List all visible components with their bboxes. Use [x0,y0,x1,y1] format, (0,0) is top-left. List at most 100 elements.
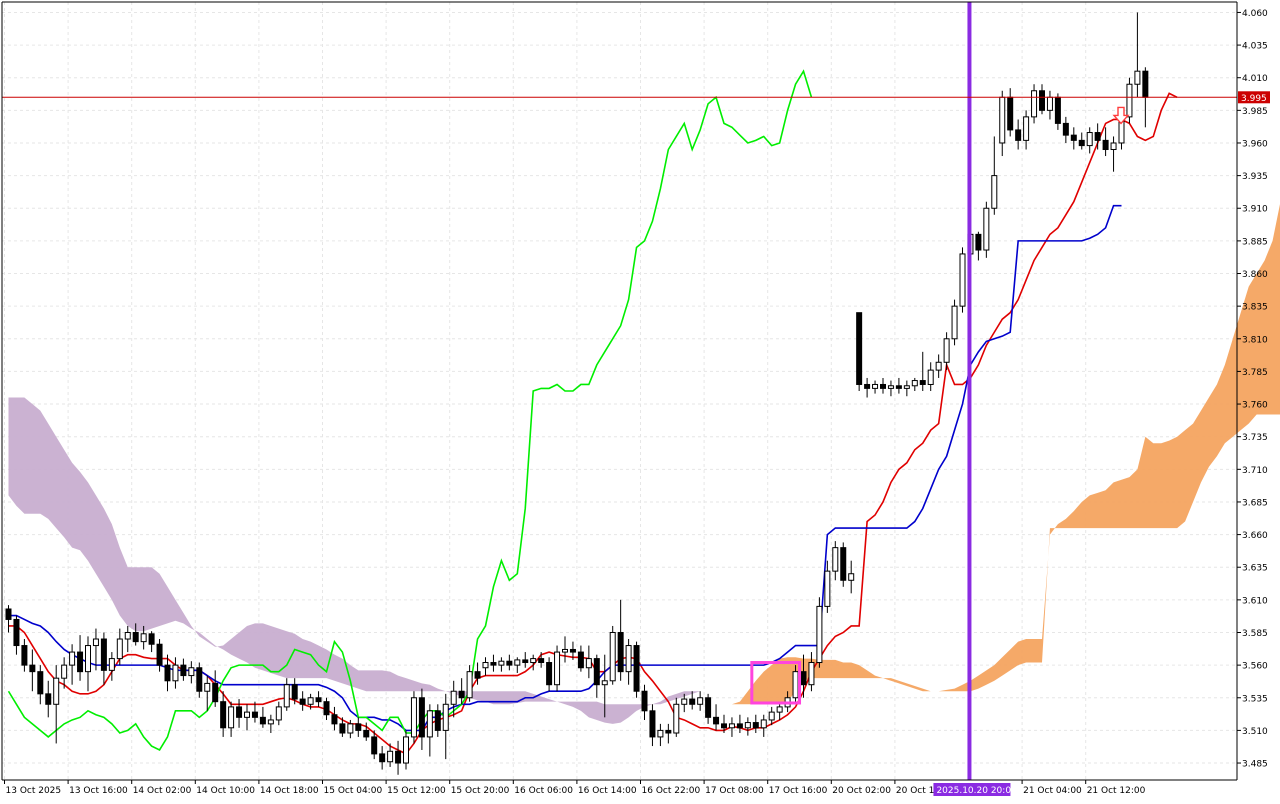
candle-body [221,702,226,728]
candle-body [1024,117,1029,140]
candle-body [1000,97,1005,143]
candle-body [976,234,981,250]
y-tick-label: 3.835 [1242,303,1268,313]
y-tick-label: 4.035 [1242,42,1268,52]
y-tick-label: 3.710 [1242,466,1268,476]
y-tick-label: 3.485 [1242,760,1268,770]
candle-body [777,707,782,712]
candle-body [1103,140,1108,149]
candle-body [904,386,909,389]
candle-body [427,711,432,737]
candle-body [888,386,893,389]
candle-body [117,639,122,659]
candle-body [801,672,806,685]
candle-body [396,751,401,763]
candle-body [356,724,361,731]
candle-body [380,754,385,762]
candle-body [634,646,639,692]
candle-body [881,384,886,388]
candle-body [865,384,870,388]
candle-body [952,306,957,339]
candle-body [1143,71,1148,97]
x-tick-label: 17 Oct 08:00 [705,786,764,796]
candle-body [62,665,67,678]
x-tick-label: 15 Oct 20:00 [451,786,510,796]
candle-body [443,704,448,730]
y-tick-label: 3.785 [1242,368,1268,378]
candle-body [149,634,154,644]
candle-body [54,678,59,704]
candle-body [245,712,250,717]
candle-body [70,652,75,665]
y-tick-label: 3.560 [1242,662,1268,672]
x-tick-label: 21 Oct 12:00 [1087,786,1146,796]
candle-body [332,715,337,724]
y-tick-label: 3.510 [1242,727,1268,737]
candle-body [324,702,329,715]
candle-body [817,606,822,662]
candle-body [404,737,409,763]
candle-body [873,384,878,388]
candle-body [594,659,599,685]
candle-body [602,681,607,685]
candle-body [213,683,218,701]
y-tick-label: 3.760 [1242,401,1268,411]
candle-body [1008,97,1013,130]
x-tick-label: 14 Oct 10:00 [196,786,255,796]
candle-body [1055,97,1060,123]
candle-body [674,704,679,733]
candle-body [46,694,51,704]
candle-body [666,730,671,733]
candle-body [1071,135,1076,140]
y-tick-label: 3.960 [1242,139,1268,149]
candle-body [435,711,440,731]
candle-body [419,698,424,737]
candle-body [451,691,456,704]
candle-body [14,619,19,645]
candle-body [475,672,480,679]
candle-body [499,661,504,665]
x-tick-label: 13 Oct 2025 [6,786,62,796]
candle-body [714,717,719,724]
y-tick-label: 3.660 [1242,531,1268,541]
candle-body [547,663,552,685]
candle-body [197,668,202,691]
candle-body [483,663,488,668]
candle-body [698,698,703,705]
candle-body [22,646,27,666]
candle-body [920,381,925,385]
candle-body [1095,133,1100,141]
candle-body [793,672,798,698]
candle-body [93,639,98,646]
candle-body [745,723,750,728]
price-tag-label: 3.995 [1241,94,1267,104]
x-tick-label: 20 Oct 02:00 [832,786,891,796]
candle-body [467,672,472,698]
candle-body [960,254,965,306]
candle-body [340,724,345,733]
candle-body [411,698,416,737]
candle-body [292,685,297,699]
y-tick-label: 3.910 [1242,205,1268,215]
candle-body [539,659,544,663]
x-tick-label: 21 Oct 04:00 [1023,786,1082,796]
x-tick-label: 14 Oct 02:00 [133,786,192,796]
candle-body [555,652,560,685]
candle-body [30,665,35,672]
candle-body [570,649,575,652]
candle-body [642,691,647,711]
y-tick-label: 3.885 [1242,237,1268,247]
candle-body [6,609,11,619]
candle-body [825,571,830,606]
candle-body [928,370,933,384]
candle-body [841,548,846,581]
y-tick-label: 3.635 [1242,564,1268,574]
y-tick-label: 4.010 [1242,74,1268,84]
candle-body [189,668,194,676]
candle-body [507,661,512,665]
y-tick-label: 3.585 [1242,629,1268,639]
candle-body [133,632,138,641]
candle-body [992,176,997,209]
